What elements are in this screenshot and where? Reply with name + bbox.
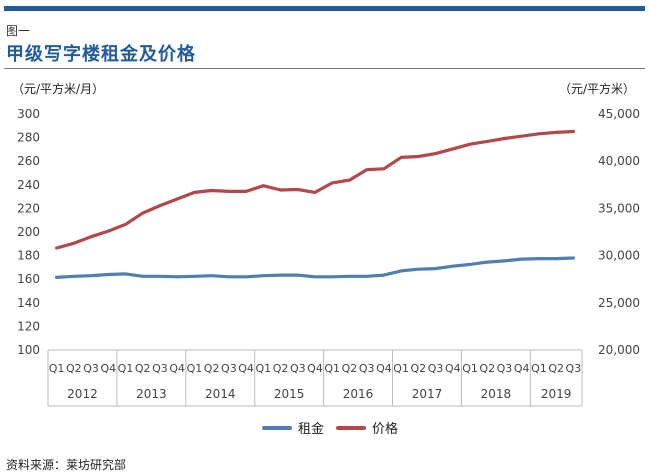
- quarter-tick-label: Q1: [49, 362, 65, 375]
- left-axis-tick-label: 260: [17, 154, 40, 168]
- legend-swatch-price: [336, 425, 366, 430]
- left-axis-tick-label: 100: [17, 343, 40, 357]
- quarter-tick-label: Q3: [290, 362, 306, 375]
- quarter-tick-label: Q3: [152, 362, 168, 375]
- quarter-tick-label: Q1: [118, 362, 134, 375]
- quarter-tick-label: Q4: [376, 362, 392, 375]
- quarter-tick-label: Q1: [462, 362, 478, 375]
- quarter-tick-label: Q2: [548, 362, 564, 375]
- figure-label: 图一: [6, 24, 31, 38]
- quarter-tick-label: Q1: [393, 362, 409, 375]
- left-axis-unit: （元/平方米/月）: [12, 82, 105, 96]
- left-axis-tick-label: 140: [17, 296, 40, 310]
- right-axis-tick-label: 45,000: [598, 107, 640, 121]
- left-axis-tick-label: 180: [17, 249, 40, 263]
- year-tick-label: 2013: [136, 387, 167, 401]
- year-tick-label: 2012: [67, 387, 98, 401]
- quarter-tick-label: Q2: [66, 362, 82, 375]
- quarter-tick-label: Q4: [100, 362, 116, 375]
- quarter-tick-label: Q3: [221, 362, 237, 375]
- quarter-tick-label: Q4: [169, 362, 185, 375]
- quarter-tick-label: Q3: [428, 362, 444, 375]
- quarter-tick-label: Q1: [255, 362, 271, 375]
- title-divider: [4, 68, 645, 69]
- quarter-tick-label: Q4: [307, 362, 323, 375]
- year-tick-label: 2019: [541, 387, 572, 401]
- year-tick-label: 2016: [343, 387, 374, 401]
- right-axis-tick-label: 30,000: [598, 249, 640, 263]
- year-tick-label: 2017: [412, 387, 443, 401]
- left-axis-tick-label: 240: [17, 178, 40, 192]
- top-accent-bar: [4, 6, 645, 11]
- legend-label-rent: 租金: [298, 422, 325, 437]
- left-axis-tick-label: 160: [17, 272, 40, 286]
- legend-swatch-rent: [262, 425, 292, 430]
- right-axis-tick-label: 40,000: [598, 154, 640, 168]
- right-axis-tick-label: 35,000: [598, 201, 640, 215]
- quarter-tick-label: Q2: [411, 362, 427, 375]
- quarter-tick-label: Q4: [445, 362, 461, 375]
- quarter-tick-label: Q3: [359, 362, 375, 375]
- quarter-tick-label: Q3: [497, 362, 513, 375]
- quarter-tick-label: Q3: [566, 362, 582, 375]
- year-tick-label: 2015: [274, 387, 305, 401]
- quarter-tick-label: Q2: [273, 362, 289, 375]
- quarter-tick-label: Q2: [135, 362, 151, 375]
- year-tick-label: 2018: [481, 387, 512, 401]
- quarter-tick-label: Q3: [83, 362, 99, 375]
- chart-title: 甲级写字楼租金及价格: [6, 44, 196, 65]
- right-axis-tick-label: 20,000: [598, 343, 640, 357]
- right-axis-tick-label: 25,000: [598, 296, 640, 310]
- quarter-tick-label: Q2: [479, 362, 495, 375]
- left-axis-tick-label: 120: [17, 319, 40, 333]
- source-note: 资料来源：莱坊研究部: [6, 458, 127, 472]
- left-axis-tick-label: 300: [17, 107, 40, 121]
- quarter-tick-label: Q2: [342, 362, 358, 375]
- quarter-tick-label: Q1: [187, 362, 203, 375]
- legend-item-rent: 租金: [262, 418, 324, 437]
- legend-item-price: 价格: [336, 418, 398, 437]
- right-axis-unit: （元/平方米）: [558, 82, 635, 96]
- left-axis-tick-label: 280: [17, 131, 40, 145]
- left-axis-tick-label: 220: [17, 201, 40, 215]
- quarter-tick-label: Q2: [204, 362, 220, 375]
- left-axis-tick-label: 200: [17, 225, 40, 239]
- quarter-tick-label: Q4: [238, 362, 254, 375]
- quarter-tick-label: Q1: [324, 362, 340, 375]
- series-line-price: [54, 129, 576, 250]
- legend-label-price: 价格: [372, 422, 399, 437]
- series-line-rent: [54, 256, 576, 279]
- quarter-tick-label: Q1: [531, 362, 547, 375]
- quarter-tick-label: Q4: [514, 362, 530, 375]
- year-tick-label: 2014: [205, 387, 236, 401]
